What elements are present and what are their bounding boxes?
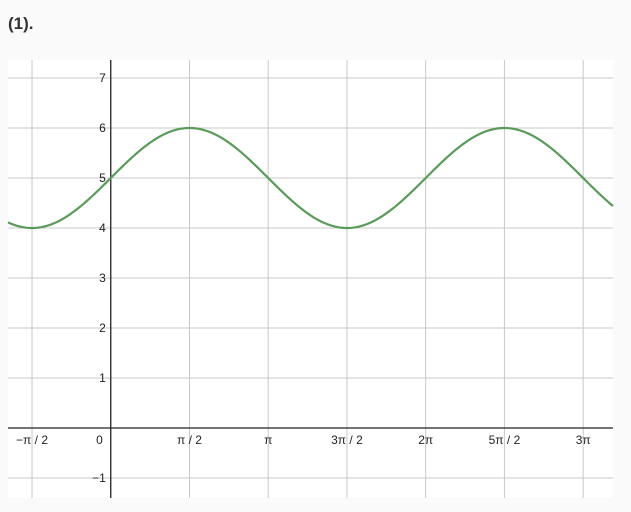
y-tick-label: 4	[99, 221, 106, 235]
y-tick-label: 1	[99, 371, 106, 385]
x-tick-label: −π / 2	[16, 433, 48, 447]
plot-area	[8, 60, 613, 498]
y-tick-label: 2	[99, 321, 106, 335]
x-tick-label: π	[264, 433, 272, 447]
y-tick-label: 3	[99, 271, 106, 285]
x-tick-label: 5π / 2	[489, 433, 521, 447]
sine-curve	[7, 126, 614, 230]
x-tick-label: π / 2	[177, 433, 202, 447]
y-tick-label: 5	[99, 171, 106, 185]
x-tick-label: 3π / 2	[331, 433, 363, 447]
x-tick-label: 0	[96, 433, 103, 447]
x-tick-label: 3π	[576, 433, 591, 447]
y-tick-label: −1	[92, 471, 106, 485]
y-tick-label: 6	[99, 121, 106, 135]
problem-label: (1).	[8, 14, 34, 33]
y-tick-label: 7	[99, 71, 106, 85]
x-tick-label: 2π	[418, 433, 433, 447]
